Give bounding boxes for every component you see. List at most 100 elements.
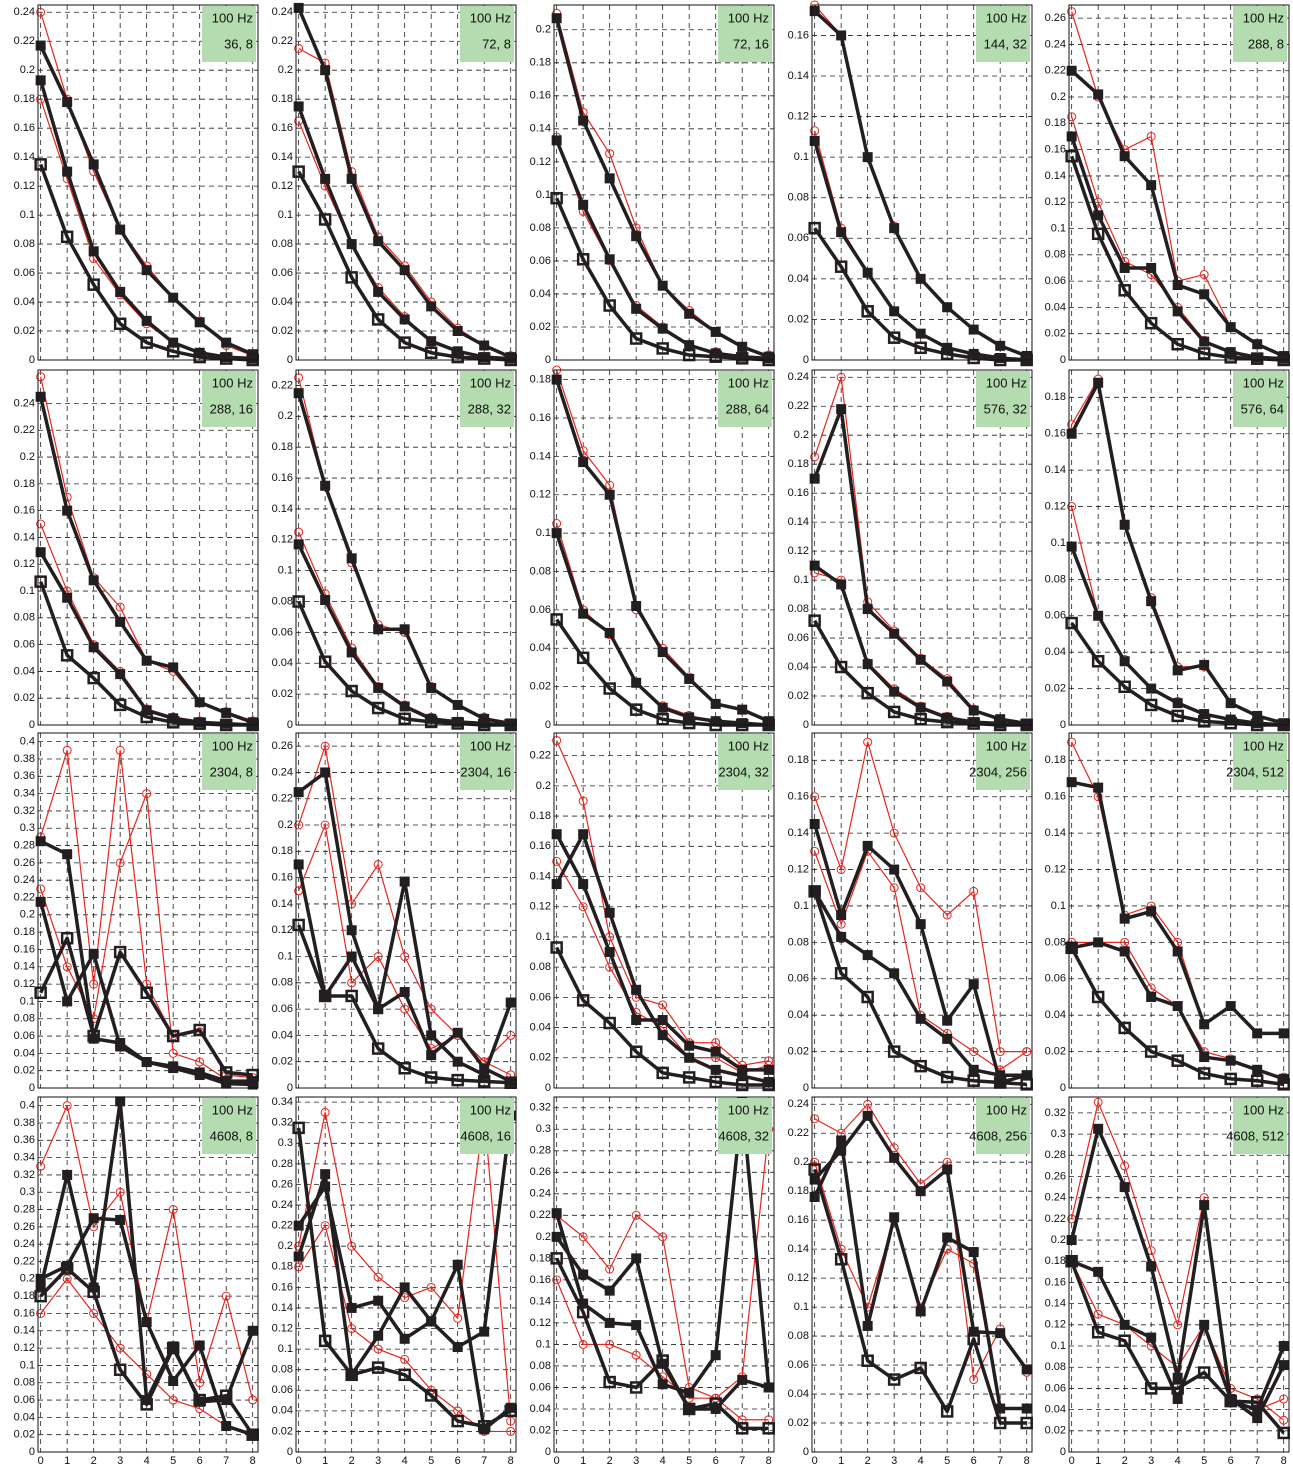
plot-frame xyxy=(1068,1096,1290,1453)
x-tick-label: 7 xyxy=(223,1455,229,1467)
y-tick-label: 0.08 xyxy=(1045,573,1066,585)
y-tick-label: 0.04 xyxy=(530,642,551,654)
x-tick-label: 8 xyxy=(250,1455,256,1467)
point xyxy=(142,789,152,799)
y-tick-label: 0.32 xyxy=(530,1102,551,1114)
point xyxy=(373,1295,384,1306)
point xyxy=(140,1398,153,1411)
point xyxy=(166,345,180,358)
point xyxy=(551,135,562,146)
y-tick-label: 0 xyxy=(1060,719,1066,731)
point xyxy=(942,1232,953,1243)
point xyxy=(426,1282,436,1292)
y-tick-label: 0 xyxy=(545,719,551,731)
point xyxy=(605,962,615,972)
y-tick-label: 0.12 xyxy=(272,534,293,546)
x-tick-label: 2 xyxy=(607,1455,613,1467)
point xyxy=(219,1066,233,1079)
point xyxy=(453,1406,463,1416)
point xyxy=(1279,1415,1289,1425)
point xyxy=(631,1015,642,1026)
point xyxy=(915,919,926,930)
point xyxy=(710,1046,721,1057)
y-tick-label: 0.12 xyxy=(272,1322,293,1334)
y-tick-label: 0.22 xyxy=(1045,65,1066,77)
point xyxy=(294,373,304,383)
y-tick-label: 0.12 xyxy=(14,558,35,570)
y-tick-label: 0.26 xyxy=(14,857,35,869)
point xyxy=(809,135,820,146)
point xyxy=(631,984,642,995)
y-tick-label: 0.1 xyxy=(536,527,551,539)
y-tick-label: 0.22 xyxy=(272,35,293,47)
point xyxy=(1066,131,1077,142)
point xyxy=(1067,737,1077,747)
y-tick-label: 0.24 xyxy=(1045,38,1066,50)
y-tick-label: 0 xyxy=(803,1082,809,1094)
point xyxy=(293,859,304,870)
point xyxy=(88,246,99,257)
point xyxy=(657,1015,668,1026)
point xyxy=(371,1361,385,1374)
series-line xyxy=(812,1168,1027,1425)
y-tick-label: 0.22 xyxy=(272,793,293,805)
y-tick-label: 0.06 xyxy=(1045,973,1066,985)
y-tick-label: 0.08 xyxy=(788,603,809,615)
y-tick-label: 0.16 xyxy=(14,1307,35,1319)
plot-background xyxy=(296,370,516,725)
y-tick-label: 0.04 xyxy=(530,1021,551,1033)
y-tick-label: 0.08 xyxy=(1045,1361,1066,1373)
point xyxy=(320,1107,330,1117)
point xyxy=(424,715,438,729)
point xyxy=(399,265,410,276)
point xyxy=(1172,665,1183,676)
point xyxy=(62,97,73,108)
y-tick-label: 0.04 xyxy=(788,1388,809,1400)
point xyxy=(1119,1182,1130,1193)
point xyxy=(1197,715,1211,728)
point xyxy=(940,715,954,729)
point xyxy=(578,457,589,468)
point xyxy=(36,1308,46,1318)
y-tick-label: 0.06 xyxy=(788,1359,809,1371)
point xyxy=(915,273,926,284)
y-tick-label: 0.08 xyxy=(788,192,809,204)
point xyxy=(194,1070,205,1081)
annotation: 72, 8 xyxy=(482,36,511,51)
point xyxy=(193,717,206,730)
y-tick-label: 0.12 xyxy=(14,180,35,192)
annotation: 576, 32 xyxy=(984,401,1027,416)
point xyxy=(62,1101,72,1111)
annotation-box xyxy=(718,6,772,62)
point xyxy=(1091,227,1105,241)
point xyxy=(914,1361,927,1375)
point xyxy=(1065,616,1078,630)
point xyxy=(115,616,126,627)
y-tick-label: 0.3 xyxy=(20,822,35,834)
point xyxy=(862,1320,873,1331)
point xyxy=(247,1325,258,1336)
y-tick-label: 0.14 xyxy=(530,450,551,462)
point xyxy=(551,829,562,840)
point xyxy=(915,1306,926,1317)
point xyxy=(709,1397,722,1410)
point xyxy=(1146,991,1157,1002)
point xyxy=(479,1069,490,1080)
point xyxy=(221,707,232,718)
point xyxy=(578,1339,588,1349)
point xyxy=(1224,1394,1237,1408)
point xyxy=(631,1320,642,1331)
point xyxy=(889,1143,899,1153)
x-tick-label: 3 xyxy=(1148,1455,1154,1467)
point xyxy=(477,1075,491,1088)
y-tick-label: 0.14 xyxy=(530,870,551,882)
y-tick-label: 0.04 xyxy=(530,1403,551,1415)
point xyxy=(62,505,73,516)
point xyxy=(1119,262,1130,273)
series-line xyxy=(298,1111,512,1422)
point xyxy=(605,932,615,942)
point xyxy=(889,828,899,838)
series-line xyxy=(814,741,1027,1053)
plot-frame xyxy=(295,732,517,1089)
point xyxy=(113,945,127,959)
